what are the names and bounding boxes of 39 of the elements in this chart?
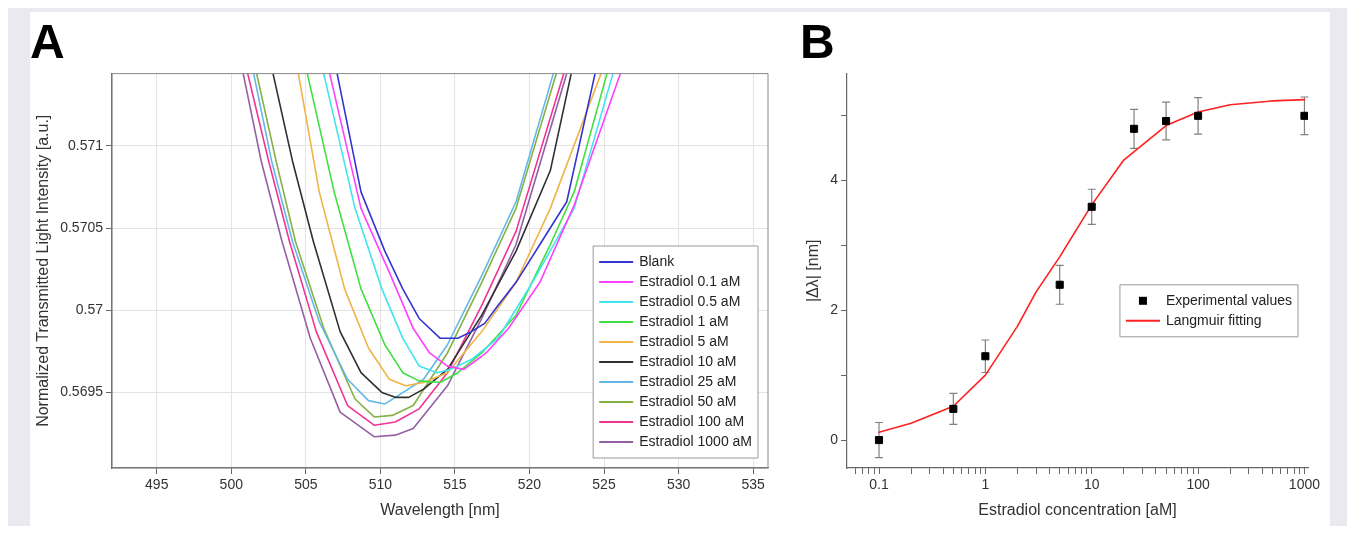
x-tick-label: 510 [368, 476, 393, 493]
legend-label: Estradiol 1000 aM [639, 432, 752, 449]
legend-label: Estradiol 25 aM [639, 372, 737, 389]
x-tick-label: 10 [1083, 476, 1100, 493]
chart-title: B [800, 15, 835, 69]
legend-label: Estradiol 50 aM [639, 392, 737, 409]
x-tick-label: 495 [145, 476, 169, 493]
legend-label: Estradiol 0.5 aM [639, 292, 741, 309]
x-tick-label: 530 [666, 476, 691, 493]
x-tick-label: 0.1 [869, 476, 889, 493]
x-tick-label: 1 [981, 476, 990, 493]
legend-label: Experimental values [1165, 291, 1292, 308]
y-tick-label: 0.571 [67, 136, 104, 153]
y-tick-label: 0.5705 [60, 218, 104, 235]
legend-label: Estradiol 1 aM [639, 312, 729, 329]
x-tick-label: 1000 [1288, 476, 1321, 493]
legend-label: Estradiol 0.1 aM [639, 272, 741, 289]
x-tick-label: 500 [219, 476, 244, 493]
y-tick-label: 4 [830, 171, 839, 188]
x-tick-label: 505 [294, 476, 318, 493]
chart-title: A [30, 15, 65, 69]
y-tick-label: 0.5695 [60, 383, 104, 400]
y-axis-title: |Δλ| [nm] [804, 239, 822, 303]
x-axis-title: Estradiol concentration [aM] [978, 500, 1177, 518]
legend-label: Langmuir fitting [1165, 311, 1262, 328]
x-tick-label: 535 [741, 476, 765, 493]
y-tick-label: 0.57 [75, 301, 104, 318]
legend-label: Estradiol 5 aM [639, 332, 729, 349]
y-axis-title: Normalized Transmitted Light Intensity [a.u.] [34, 114, 52, 427]
y-tick-label: 2 [830, 300, 839, 317]
x-axis-title: Wavelength [nm] [380, 500, 500, 518]
x-tick-label: 525 [592, 476, 616, 493]
x-tick-label: 100 [1186, 476, 1210, 493]
y-tick-label: 0 [830, 430, 839, 447]
legend-label: Estradiol 100 aM [639, 412, 745, 429]
x-tick-label: 515 [443, 476, 467, 493]
x-tick-label: 520 [517, 476, 542, 493]
legend-label: Blank [639, 252, 676, 269]
legend-label: Estradiol 10 aM [639, 352, 737, 369]
